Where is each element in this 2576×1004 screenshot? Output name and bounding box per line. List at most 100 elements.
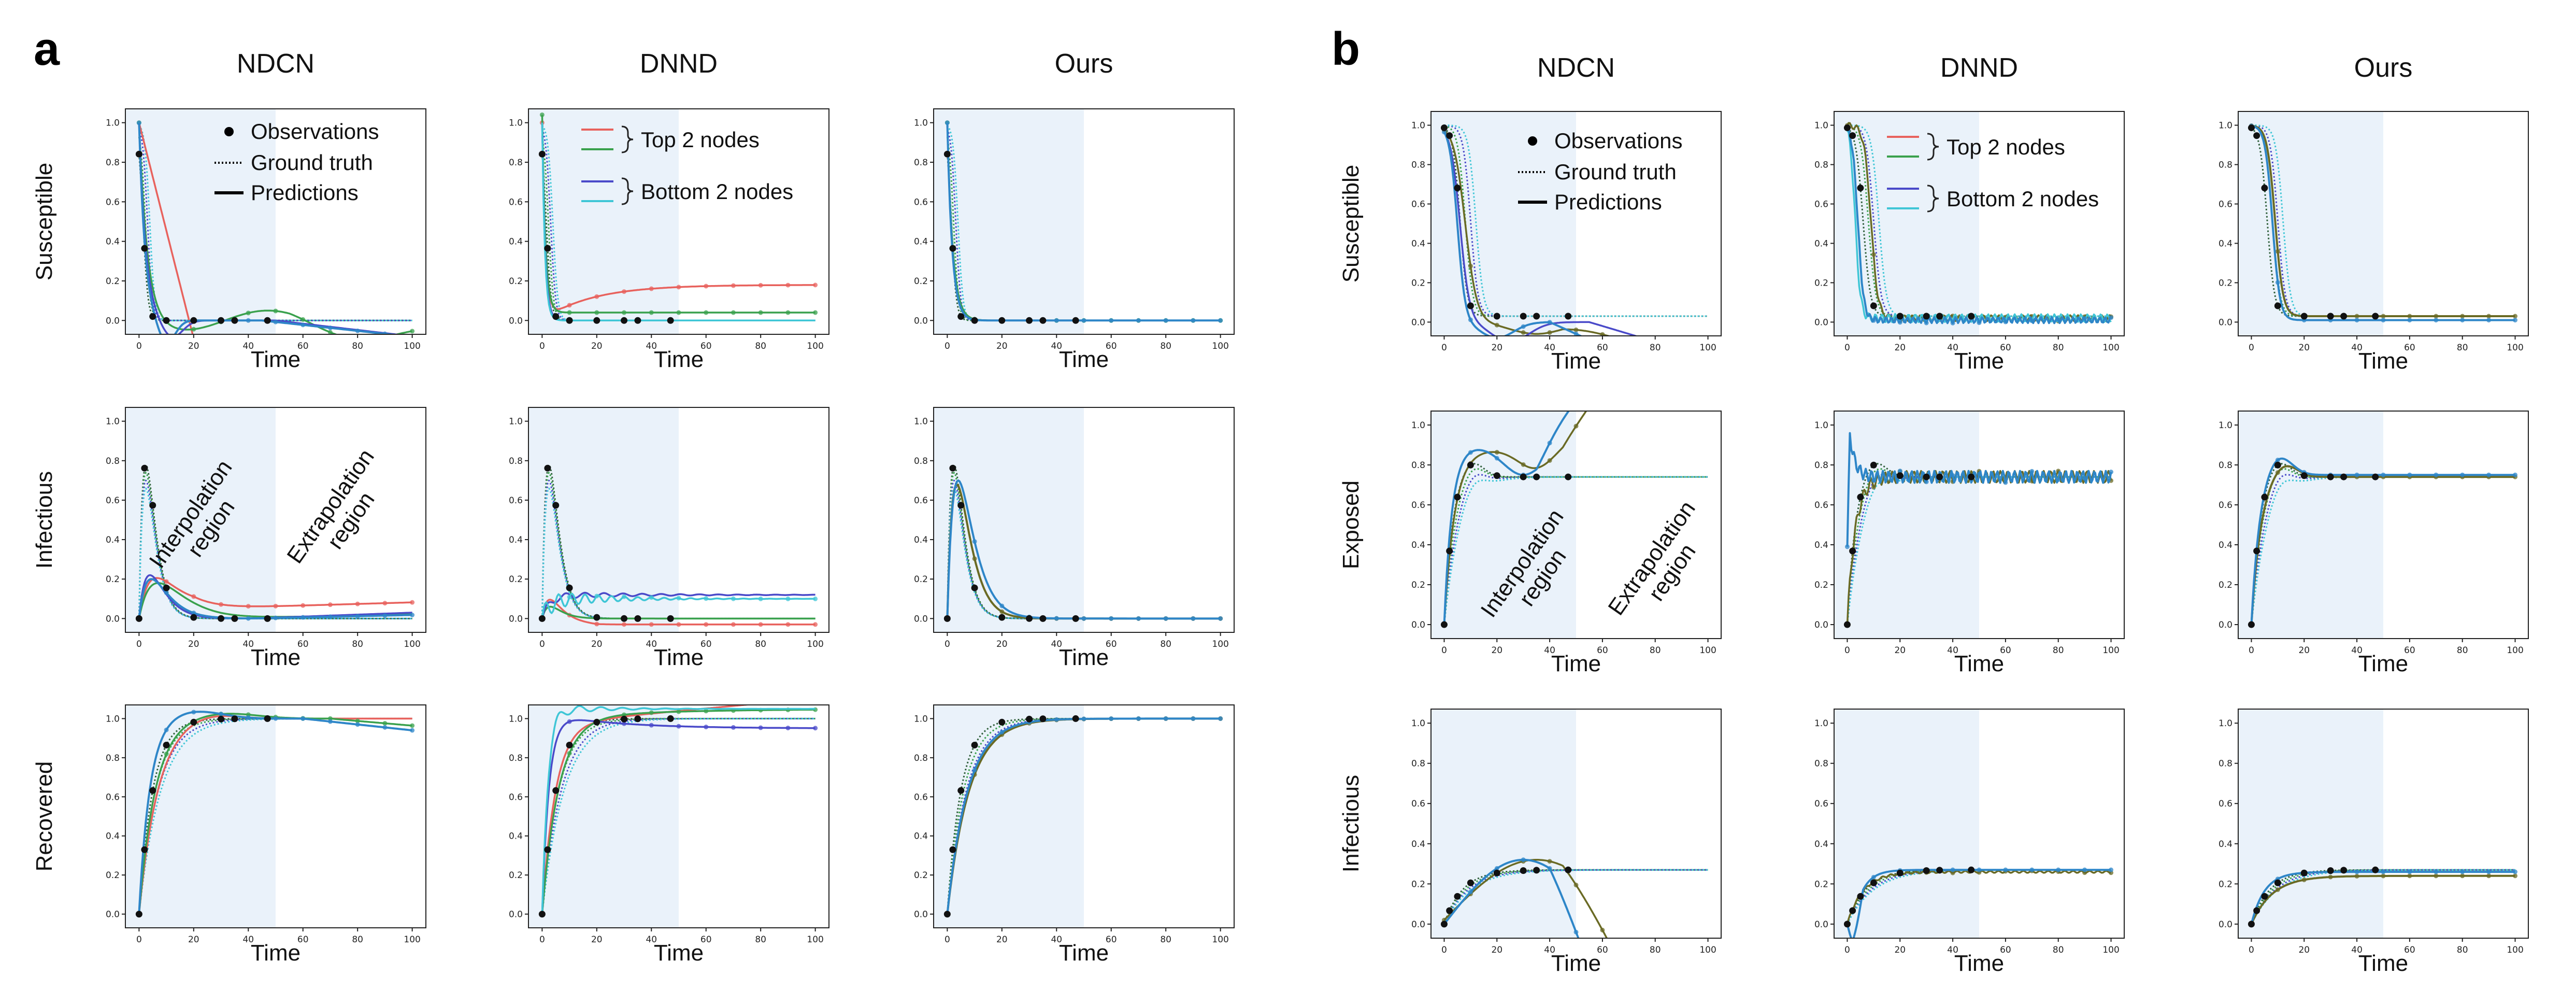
prediction-marker (2486, 869, 2492, 874)
axes-frame (1834, 411, 2125, 639)
prediction-marker (2328, 874, 2333, 880)
x-tick-label: 60 (297, 935, 309, 945)
observation-point (2253, 907, 2260, 914)
prediction-marker (594, 593, 599, 599)
observation-point (2372, 313, 2379, 320)
prediction-marker (813, 622, 818, 627)
observation-point (1072, 715, 1079, 722)
observation-point (135, 911, 142, 918)
y-tick-label: 0.6 (509, 496, 523, 506)
prediction-marker (164, 590, 169, 596)
x-tick-label: 100 (1212, 935, 1228, 945)
y-tick-label: 0.8 (106, 456, 120, 466)
curves (135, 120, 415, 334)
observation-point (1936, 473, 1943, 480)
prediction-marker (2354, 869, 2359, 874)
x-tick-label: 0 (2249, 945, 2254, 955)
prediction-marker (1573, 929, 1579, 935)
subplot-b-exposed-ours: 0 20 40 60 80 100 0.0 0.2 0.4 0.6 0.8 1.0 Time (2219, 411, 2529, 676)
x-tick-label: 100 (2507, 645, 2523, 656)
y-tick-label: 1.0 (1411, 718, 1425, 729)
prediction-marker (813, 310, 818, 315)
prediction-marker (539, 112, 545, 117)
prediction-marker (1924, 320, 1929, 326)
x-tick-label: 60 (1597, 945, 1608, 955)
prediction-marker (972, 539, 977, 544)
prediction-marker (1547, 330, 1552, 335)
observation-point (2327, 473, 2334, 480)
prediction-marker (219, 602, 224, 607)
x-tick-label: 60 (700, 935, 712, 945)
observation-point (544, 245, 551, 252)
x-tick-label: 60 (2000, 945, 2011, 955)
ground-truth-line (1443, 869, 1708, 925)
observation-point (998, 317, 1006, 324)
prediction-marker (785, 310, 791, 315)
prediction-marker (2082, 316, 2087, 321)
y-tick-label: 0.6 (1411, 799, 1425, 809)
prediction-marker (1109, 318, 1114, 323)
prediction-marker (1573, 423, 1579, 429)
legend-brace-2 (1927, 185, 1939, 213)
axes-frame (1834, 709, 2125, 939)
prediction-marker (1871, 485, 1876, 490)
observation-point (552, 502, 560, 509)
y-tick-label: 0.2 (1814, 278, 1828, 288)
prediction-marker (1950, 867, 1955, 872)
prediction-marker (1547, 859, 1552, 864)
y-tick-label: 1.0 (106, 118, 120, 129)
prediction-marker (1626, 349, 1631, 354)
y-tick-label: 0.0 (106, 614, 120, 624)
prediction-marker (999, 603, 1005, 609)
prediction-marker (2354, 318, 2359, 323)
prediction-marker (300, 317, 306, 322)
observation-point (2248, 921, 2255, 928)
legend-observations-label: Observations (251, 119, 379, 144)
curves (538, 705, 818, 918)
prediction-marker (649, 710, 654, 715)
prediction-marker (567, 595, 572, 600)
prediction-marker (2003, 319, 2008, 324)
x-tick-label: 0 (2249, 645, 2254, 656)
prediction-marker (382, 601, 388, 606)
prediction-marker (382, 720, 388, 726)
axes-frame (2238, 411, 2529, 639)
prediction-marker (1468, 263, 1473, 268)
prediction-marker (944, 120, 950, 125)
x-tick-label: 100 (404, 341, 420, 351)
prediction-marker (2460, 318, 2465, 323)
curves (1843, 866, 2114, 938)
prediction-marker (1054, 616, 1059, 621)
prediction-marker (1547, 866, 1552, 871)
prediction-marker (622, 594, 627, 599)
observation-point (593, 718, 600, 726)
x-tick-label: 0 (539, 935, 545, 945)
x-axis-label: Time (2358, 651, 2408, 676)
x-tick-label: 100 (1212, 341, 1228, 351)
prediction-marker (1706, 393, 1710, 398)
observation-point (1923, 473, 1930, 480)
curves (1440, 857, 1708, 938)
x-tick-label: 100 (404, 935, 420, 945)
prediction-marker (2029, 867, 2035, 872)
y-tick-label: 0.6 (509, 197, 523, 207)
prediction-marker (2275, 280, 2280, 285)
observation-point (1857, 493, 1864, 501)
observation-point (1467, 461, 1474, 469)
prediction-marker (1653, 393, 1657, 398)
prediction-marker (382, 725, 388, 730)
prediction-marker (1521, 857, 1526, 862)
prediction-marker (300, 615, 306, 620)
x-tick-label: 20 (2298, 945, 2310, 955)
x-axis-label: Time (2358, 348, 2408, 374)
ground-truth-line (1847, 124, 2111, 317)
prediction-marker (327, 326, 333, 331)
observation-point (1843, 921, 1851, 928)
y-tick-label: 0.8 (914, 753, 928, 763)
ground-truth-line (138, 717, 412, 914)
x-tick-label: 40 (2351, 945, 2363, 955)
prediction-marker (2513, 472, 2518, 477)
prediction-marker (649, 310, 654, 315)
observation-point (2261, 893, 2268, 900)
observation-point (1870, 461, 1877, 469)
